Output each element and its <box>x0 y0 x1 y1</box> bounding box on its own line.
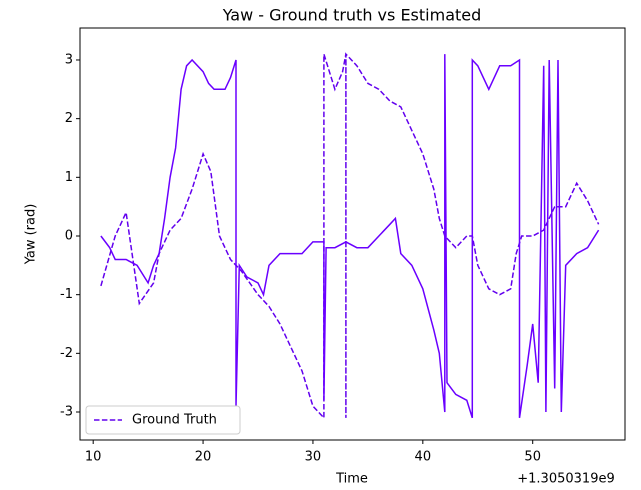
y-tick-label: 0 <box>65 228 73 243</box>
y-tick-label: 3 <box>65 52 73 67</box>
y-tick-label: -3 <box>60 405 73 420</box>
x-tick-label: 50 <box>524 450 541 465</box>
y-tick-label: -2 <box>60 346 73 361</box>
series-line <box>100 52 600 420</box>
y-axis-label: Yaw (rad) <box>24 204 39 266</box>
y-tick-label: -1 <box>60 287 73 302</box>
y-tick-label: 1 <box>65 170 73 185</box>
axes-frame <box>79 27 626 441</box>
legend-box <box>85 405 241 435</box>
x-tick-label: 40 <box>415 450 432 465</box>
plot-area <box>100 52 600 420</box>
x-tick-label: 10 <box>85 450 102 465</box>
x-offset-label: +1.3050319e9 <box>517 472 614 487</box>
chart-title: Yaw - Ground truth vs Estimated <box>222 6 482 25</box>
x-axis-label: Time <box>335 472 368 487</box>
series-line <box>100 54 600 419</box>
x-tick-label: 30 <box>305 450 322 465</box>
y-tick-label: 2 <box>65 111 73 126</box>
x-tick-label: 20 <box>195 450 212 465</box>
legend-label: Ground Truth <box>132 413 217 428</box>
